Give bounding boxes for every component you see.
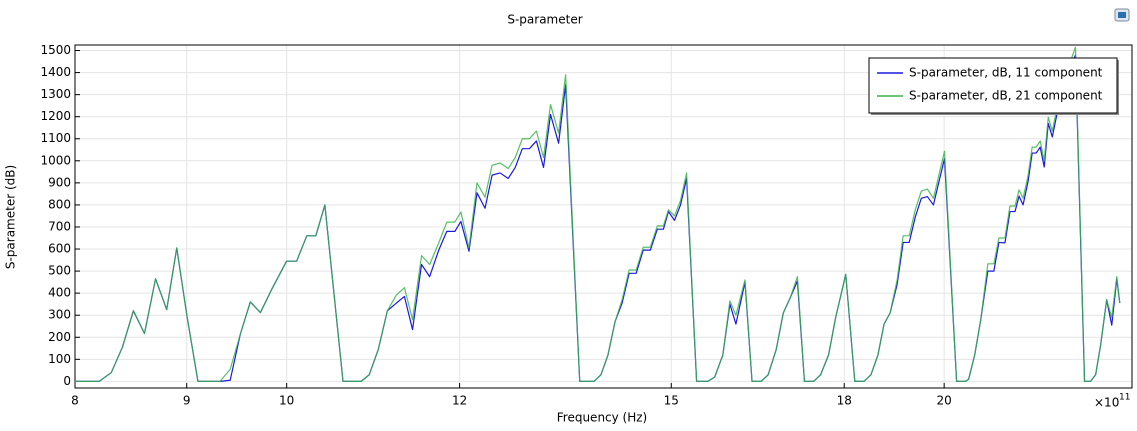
y-tick-label: 1200 [40,109,71,123]
y-tick-label: 900 [48,175,71,189]
y-tick-label: 100 [48,352,71,366]
x-tick-label: 8 [71,394,79,408]
y-tick-label: 300 [48,308,71,322]
toolbar-icon[interactable] [1114,8,1130,22]
y-tick-label: 800 [48,197,71,211]
series-line [75,46,1121,382]
x-multiplier-exponent: 11 [1119,393,1130,403]
legend-label: S-parameter, dB, 11 component [909,66,1103,80]
icon-body[interactable] [1118,12,1126,18]
y-tick-label: 1500 [40,43,71,57]
legend-box [868,57,1118,114]
plot-area [75,46,1121,382]
y-tick-label: 1400 [40,65,71,79]
x-tick-label: 10 [279,394,294,408]
x-tick-label: 20 [937,394,952,408]
plot-frame [74,44,1133,389]
x-axis-label: Frequency (Hz) [557,411,648,425]
legend: S-parameter, dB, 11 component S-parameter… [868,57,1119,115]
y-tick-label: 1000 [40,153,71,167]
x-tick-label: 15 [664,394,679,408]
chart-title: S-parameter [507,13,582,27]
y-axis-label: S-parameter (dB) [4,165,18,269]
y-tick-label: 0 [63,374,71,388]
y-tick-label: 1100 [40,131,71,145]
x-multiplier-base: ×10 [1094,396,1119,410]
y-tick-label: 1300 [40,87,71,101]
x-tick-label: 9 [183,394,191,408]
x-tick-label: 12 [452,394,467,408]
y-tick-label: 700 [48,219,71,233]
y-tick-label: 500 [48,264,71,278]
y-tick-label: 600 [48,242,71,256]
legend-label: S-parameter, dB, 21 component [909,89,1103,103]
x-tick-label: 18 [837,394,852,408]
y-tick-label: 200 [48,330,71,344]
y-tick-label: 400 [48,286,71,300]
